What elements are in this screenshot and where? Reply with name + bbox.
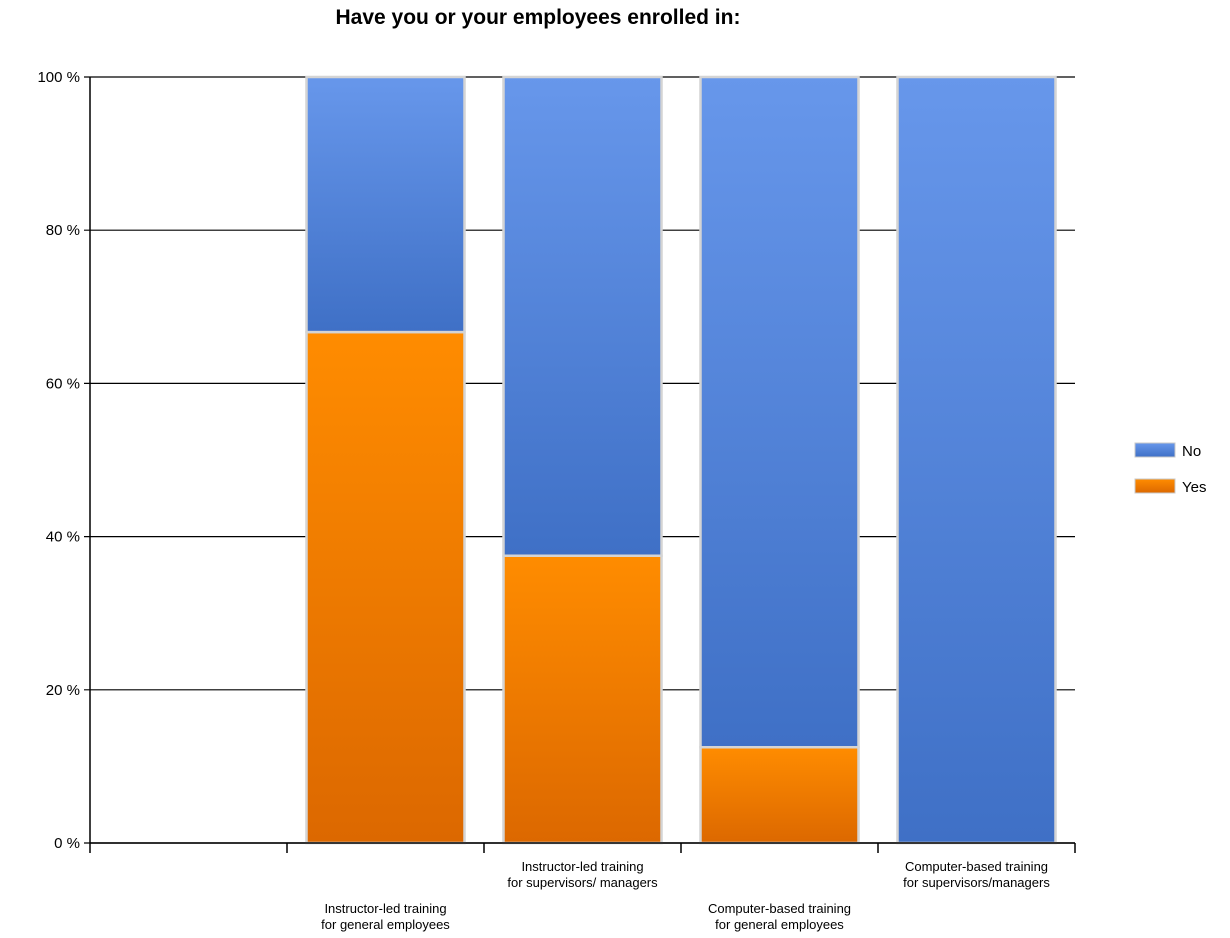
bar-no [305,75,466,334]
y-tick-label: 20 % [46,682,80,699]
bar-yes [502,554,663,845]
bar-no [502,75,663,557]
x-category-label: Instructor-led training for supervisors/ … [507,859,658,890]
legend-swatch-no [1134,442,1176,458]
axes [89,77,1076,853]
chart-title: Have you or your employees enrolled in: [335,6,741,29]
legend-label-no: No [1182,443,1201,460]
y-tick-label: 0 % [54,835,80,852]
y-tick-label: 40 % [46,529,80,546]
x-category-label: Computer-based training for supervisors/m… [903,859,1050,890]
x-category-label: Instructor-led training for general emplo… [321,901,450,932]
bar-yes [305,330,466,845]
bar-no [699,75,860,749]
axis-labels: 0 % 20 % 40 % 60 % 80 % 100 % Instructor-led t… [37,69,1050,932]
x-category-label: Computer-based training for general emplo… [708,901,851,932]
bar-yes [699,746,860,845]
y-tick-label: 100 % [37,69,80,86]
legend: No Yes [1134,442,1206,496]
bar-no [896,75,1057,845]
bars [305,75,1057,845]
legend-label-yes: Yes [1182,479,1206,496]
y-tick-label: 60 % [46,375,80,392]
legend-swatch-yes [1134,478,1176,494]
y-tick-label: 80 % [46,222,80,239]
